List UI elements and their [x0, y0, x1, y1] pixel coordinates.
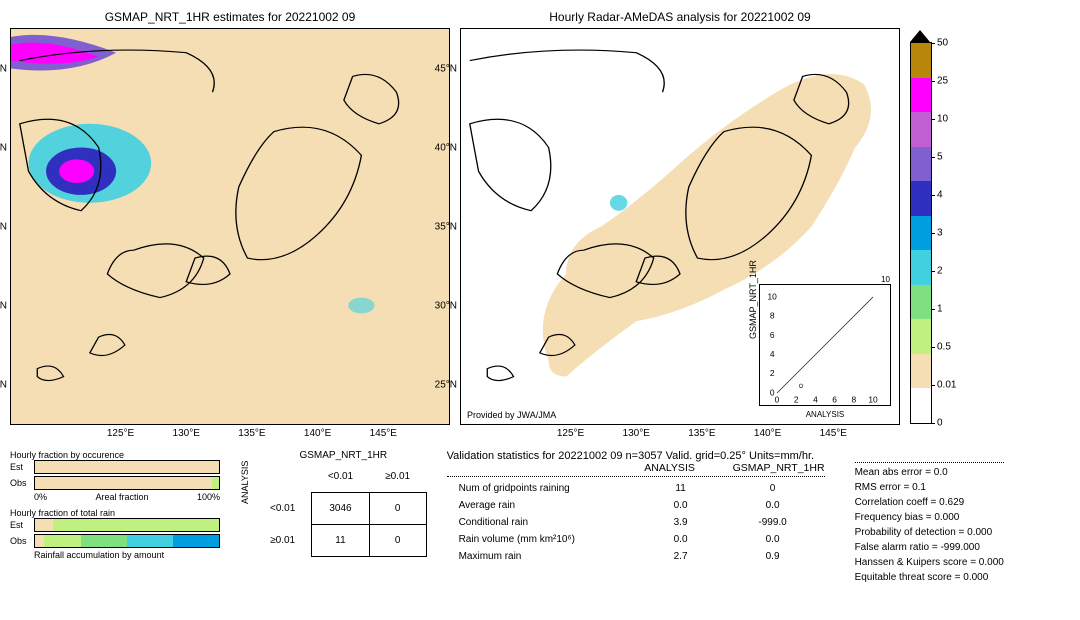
validation-columns-header: ANALYSIS GSMAP_NRT_1HR — [447, 462, 825, 477]
validation-stats: Validation statistics for 20221002 09 n=… — [447, 450, 1010, 610]
fraction-total-bars: EstObs — [10, 518, 220, 548]
fraction-title-2: Hourly fraction of total rain — [10, 508, 220, 518]
svg-text:10: 10 — [868, 395, 878, 405]
svg-text:2: 2 — [794, 395, 799, 405]
bottom-row: Hourly fraction by occurence EstObs 0% A… — [10, 450, 1010, 610]
colorbar: 502510543210.50.010 — [910, 30, 1010, 440]
validation-metrics: Mean abs error = 0.0RMS error = 0.1Corre… — [855, 462, 1004, 585]
contingency-col-header: GSMAP_NRT_1HR — [260, 450, 427, 461]
left-map-title: GSMAP_NRT_1HR estimates for 20221002 09 — [10, 10, 450, 24]
colorbar-strip: 502510543210.50.010 — [910, 42, 932, 424]
colorbar-top-triangle-icon — [910, 30, 930, 42]
fraction-occurrence-bars: EstObs — [10, 460, 220, 490]
fraction-title-1: Hourly fraction by occurence — [10, 450, 220, 460]
val-col-2: GSMAP_NRT_1HR — [733, 462, 825, 474]
svg-text:0: 0 — [770, 387, 775, 397]
contingency-grid: <0.01≥0.01<0.0130460≥0.01110 — [254, 461, 427, 557]
left-map-canvas: 45°N40°N35°N30°N25°N125°E130°E135°E140°E… — [10, 28, 450, 425]
svg-text:2: 2 — [770, 368, 775, 378]
right-map-panel: Hourly Radar-AMeDAS analysis for 2022100… — [460, 10, 900, 440]
axis-left: 0% — [34, 492, 47, 502]
right-map-canvas: Provided by JWA/JMA 00224466881010 ANALY… — [460, 28, 900, 425]
svg-text:0: 0 — [775, 395, 780, 405]
inset-scatter-plot: 00224466881010 ANALYSIS 10 GSMAP_NRT_1HR — [759, 284, 891, 406]
left-map-panel: GSMAP_NRT_1HR estimates for 20221002 09 … — [10, 10, 450, 440]
svg-text:8: 8 — [851, 395, 856, 405]
axis-right: 100% — [197, 492, 220, 502]
fraction-caption: Rainfall accumulation by amount — [34, 550, 220, 560]
fraction-panel: Hourly fraction by occurence EstObs 0% A… — [10, 450, 220, 610]
svg-text:10: 10 — [768, 291, 778, 301]
val-col-1: ANALYSIS — [644, 462, 695, 474]
contingency-row-header: ANALYSIS — [240, 490, 250, 504]
svg-text:8: 8 — [770, 311, 775, 321]
svg-text:4: 4 — [770, 349, 775, 359]
contingency-table: GSMAP_NRT_1HR ANALYSIS <0.01≥0.01<0.0130… — [240, 450, 427, 610]
axis-mid: Areal fraction — [95, 492, 148, 502]
right-map-title: Hourly Radar-AMeDAS analysis for 2022100… — [460, 10, 900, 24]
provided-label: Provided by JWA/JMA — [467, 410, 556, 420]
svg-text:6: 6 — [832, 395, 837, 405]
svg-text:4: 4 — [813, 395, 818, 405]
svg-text:6: 6 — [770, 330, 775, 340]
validation-rows: Num of gridpoints raining110Average rain… — [447, 479, 825, 566]
validation-title: Validation statistics for 20221002 09 n=… — [447, 450, 1010, 462]
